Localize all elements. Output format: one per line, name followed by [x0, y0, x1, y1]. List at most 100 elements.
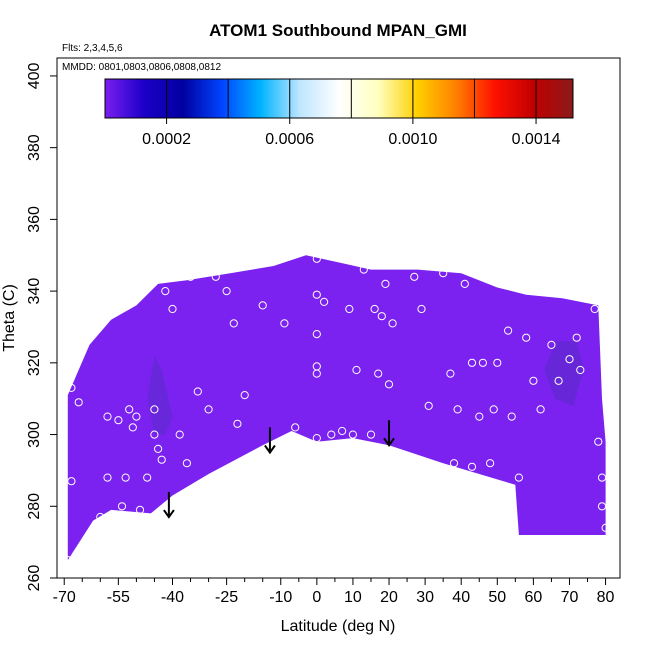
sample-point	[489, 405, 498, 414]
sample-point	[161, 287, 170, 296]
sample-point	[504, 326, 513, 335]
sample-point	[175, 430, 184, 439]
sample-point	[125, 405, 134, 414]
sample-point	[233, 419, 242, 428]
y-tick-label: 300	[26, 421, 43, 448]
data-field-area	[67, 255, 606, 561]
y-tick-label: 280	[26, 493, 43, 520]
sample-point	[576, 365, 585, 375]
chart-title: ATOM1 Southbound MPAN_GMI	[209, 21, 467, 40]
sample-point	[529, 376, 538, 385]
sample-point	[507, 412, 516, 421]
sample-point	[597, 473, 607, 482]
sample-point	[453, 405, 462, 414]
sample-point	[460, 279, 469, 288]
x-tick-label: -55	[107, 589, 130, 606]
sample-point	[258, 301, 267, 310]
sample-point	[417, 304, 426, 314]
sample-point	[446, 369, 455, 378]
arrow-head	[163, 509, 175, 519]
y-tick-label: 340	[26, 278, 43, 305]
x-tick-label: 70	[561, 589, 579, 606]
sample-point	[150, 430, 159, 439]
sample-point	[522, 333, 531, 342]
axes: -70 -55 -40 -25 -10 0 10 20 30 40 50 60 70 80 260 280 30…	[26, 57, 621, 606]
sample-point	[370, 304, 379, 314]
colorbar-tick-label: 0.0010	[388, 131, 437, 148]
colorbar-tick-label: 0.0014	[512, 131, 561, 148]
sample-point	[467, 358, 477, 367]
arrow-head	[264, 444, 276, 455]
sample-point	[135, 505, 145, 514]
sample-point	[486, 459, 495, 468]
sample-point	[117, 502, 127, 511]
sample-point	[186, 272, 195, 281]
sample-point	[204, 405, 213, 414]
colorbar-tick-label: 0.0002	[142, 131, 191, 148]
sample-point	[514, 473, 524, 482]
sample-point	[312, 369, 321, 378]
sample-point	[536, 405, 545, 414]
sample-point	[366, 430, 376, 439]
sample-point	[222, 287, 231, 296]
sample-point	[478, 358, 487, 367]
sample-point	[103, 473, 112, 482]
sample-point	[63, 556, 72, 565]
sample-point	[67, 477, 76, 486]
sample-point	[439, 269, 448, 278]
sample-point	[590, 304, 599, 314]
x-tick-label: 20	[380, 589, 398, 606]
x-tick-label: -70	[53, 589, 76, 606]
sample-point	[312, 434, 321, 443]
sample-point	[597, 502, 607, 511]
arrow-head	[383, 437, 395, 448]
sample-point	[554, 376, 563, 385]
sample-point	[150, 405, 159, 414]
sample-point	[594, 437, 603, 446]
sample-point	[467, 462, 477, 471]
sample-point	[565, 355, 574, 364]
sample-point	[157, 455, 166, 464]
sample-point	[96, 512, 105, 522]
sample-point	[114, 416, 123, 425]
dates-subtitle: MMDD: 0801,0803,0806,0808,0812	[62, 62, 221, 73]
flights-subtitle: Flts: 2,3,4,5,6	[62, 43, 123, 54]
y-tick-label: 260	[26, 565, 43, 592]
x-tick-label: 50	[488, 589, 506, 606]
sample-point	[132, 412, 141, 421]
sample-point	[388, 319, 397, 328]
sample-point	[312, 290, 321, 299]
sample-point	[424, 401, 433, 410]
enhanced-region	[147, 355, 173, 435]
colorbar-tick-label: 0.0006	[265, 131, 314, 148]
sample-point	[377, 312, 386, 321]
sample-point	[493, 358, 502, 367]
x-tick-label: -40	[161, 589, 184, 606]
x-axis-label: Latitude (deg N)	[281, 618, 396, 635]
sample-point	[211, 272, 220, 281]
sample-point	[348, 430, 357, 439]
sample-point	[320, 297, 329, 306]
sample-point	[374, 369, 383, 378]
y-axis-label: Theta (C)	[1, 284, 18, 352]
sample-point	[280, 319, 289, 328]
sample-point	[384, 380, 394, 389]
sample-point	[251, 258, 260, 267]
sample-point	[240, 459, 249, 468]
sample-point	[601, 523, 610, 532]
sample-point	[572, 333, 581, 342]
sample-point	[449, 459, 459, 468]
sample-point	[229, 319, 238, 328]
sample-point	[168, 304, 177, 314]
colorbar: 0.0002 0.0006 0.0010 0.0014	[104, 78, 574, 148]
x-tick-label: 60	[524, 589, 542, 606]
sample-point	[74, 398, 83, 407]
sample-point	[338, 426, 347, 436]
sample-point	[381, 279, 390, 288]
sample-point	[352, 365, 361, 375]
sample-point	[327, 430, 336, 439]
sample-point	[154, 444, 163, 453]
sample-point	[547, 340, 556, 349]
sample-point	[103, 412, 112, 421]
y-tick-label: 380	[26, 134, 43, 161]
